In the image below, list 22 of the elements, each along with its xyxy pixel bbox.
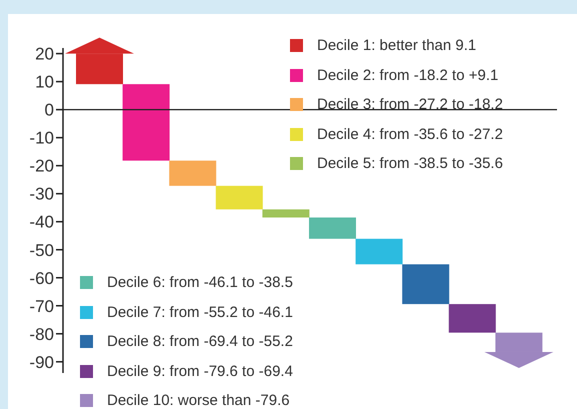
legend-label: Decile 6: from -46.1 to -38.5: [107, 274, 293, 292]
y-tick-label: 20: [35, 44, 54, 64]
y-tick-label: -10: [29, 128, 54, 148]
legend-label: Decile 8: from -69.4 to -55.2: [107, 333, 293, 350]
legend-label: Decile 5: from -38.5 to -35.6: [317, 155, 503, 172]
legend-label: Decile 7: from -55.2 to -46.1: [107, 304, 293, 321]
legend-label: Decile 10: worse than -79.6: [107, 392, 290, 409]
y-tick-label: 10: [35, 72, 54, 92]
y-tick-label: -90: [29, 352, 54, 372]
y-tick-label: -30: [29, 184, 54, 204]
y-tick-label: -20: [29, 156, 54, 176]
y-tick-label: -40: [29, 212, 54, 232]
y-tick-label: -50: [29, 240, 54, 260]
y-tick-label: -60: [29, 268, 54, 288]
legend-label: Decile 1: better than 9.1: [317, 37, 476, 54]
y-tick-label: -70: [29, 296, 54, 316]
y-tick-label: 0: [44, 100, 54, 120]
y-tick-label: -80: [29, 324, 54, 344]
legend-label: Decile 3: from -27.2 to -18.2: [317, 96, 503, 114]
legend-label: Decile 9: from -79.6 to -69.4: [107, 362, 293, 380]
legend-label: Decile 2: from -18.2 to +9.1: [317, 66, 498, 84]
legend-label: Decile 4: from -35.6 to -27.2: [317, 126, 503, 143]
